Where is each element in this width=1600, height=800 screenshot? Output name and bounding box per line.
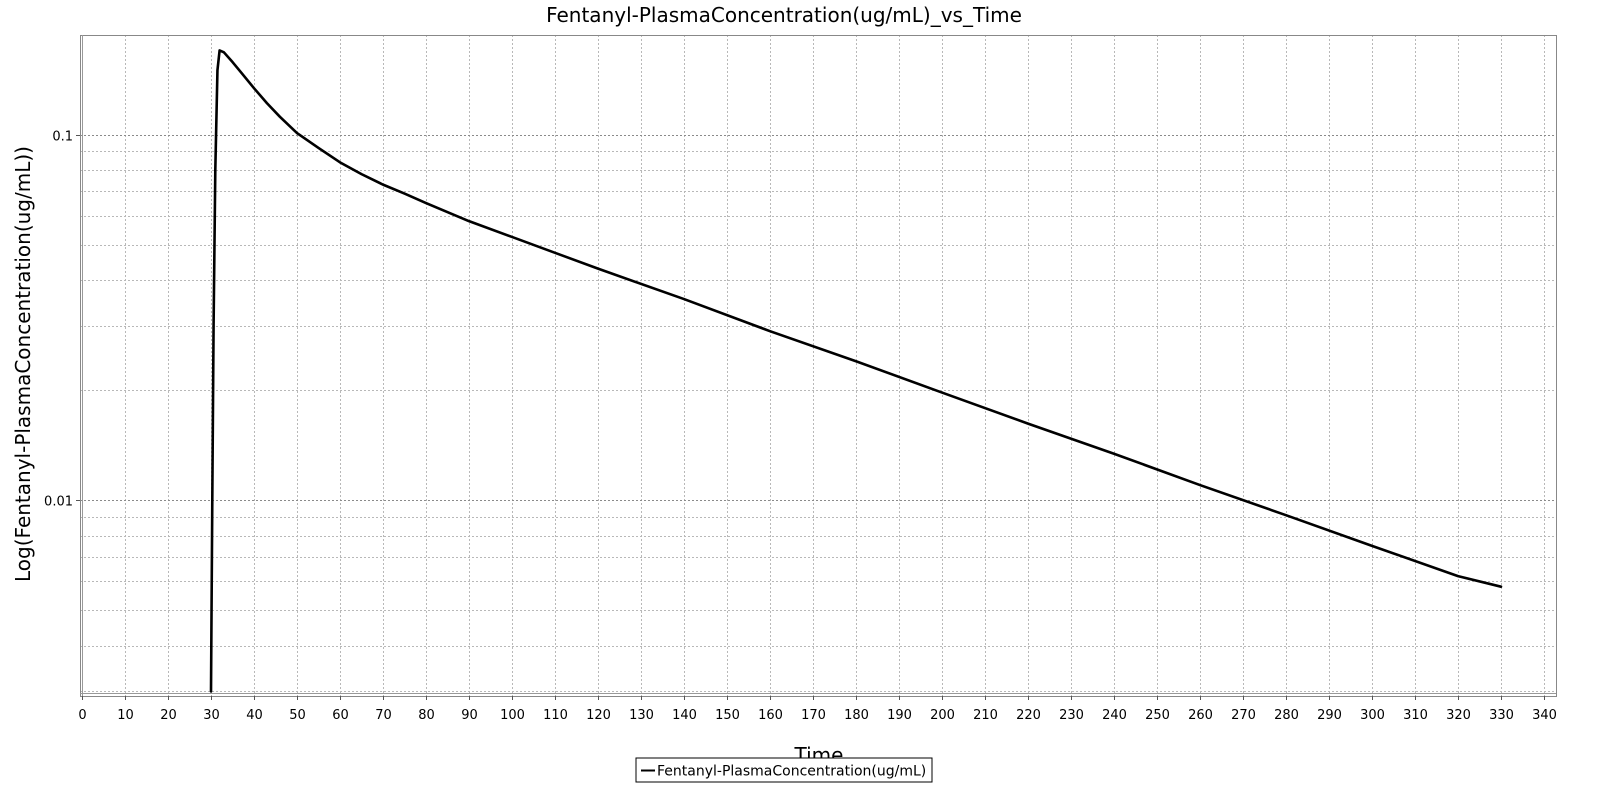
series-layer bbox=[209, 49, 1503, 693]
x-tick-label: 190 bbox=[887, 708, 912, 723]
x-tick-label: 230 bbox=[1059, 708, 1084, 723]
y-axis-ticks: 0.1 0.01 bbox=[44, 130, 80, 510]
x-tick-label: 10 bbox=[117, 708, 134, 723]
x-tick-label: 140 bbox=[672, 708, 697, 723]
x-tick-label: 20 bbox=[160, 708, 177, 723]
x-axis-ticks: 0 10 20 30 40 50 60 70 80 90 100 110 120 130 140 150 160… bbox=[78, 696, 1557, 723]
x-tick-label: 30 bbox=[203, 708, 220, 723]
x-tick-label: 340 bbox=[1532, 708, 1557, 723]
legend: Fentanyl-PlasmaConcentration(ug/mL) bbox=[635, 757, 933, 783]
x-tick-label: 330 bbox=[1489, 708, 1514, 723]
x-tick-label: 50 bbox=[289, 708, 306, 723]
y-tick-label: 0.01 bbox=[44, 495, 73, 510]
x-tick-label: 320 bbox=[1446, 708, 1471, 723]
x-tick-label: 210 bbox=[973, 708, 998, 723]
plot-frame bbox=[80, 35, 1557, 697]
series-line bbox=[209, 49, 1503, 693]
x-tick-label: 0 bbox=[78, 708, 86, 723]
x-tick-label: 60 bbox=[332, 708, 349, 723]
x-tick-label: 150 bbox=[715, 708, 740, 723]
x-tick-label: 100 bbox=[500, 708, 525, 723]
x-tick-label: 170 bbox=[801, 708, 826, 723]
chart-title: Fentanyl-PlasmaConcentration(ug/mL)_vs_T… bbox=[546, 3, 1022, 27]
x-tick-label: 300 bbox=[1360, 708, 1385, 723]
x-tick-label: 220 bbox=[1016, 708, 1041, 723]
x-tick-label: 280 bbox=[1274, 708, 1299, 723]
x-tick-label: 260 bbox=[1188, 708, 1213, 723]
x-tick-label: 250 bbox=[1145, 708, 1170, 723]
x-tick-label: 310 bbox=[1403, 708, 1428, 723]
legend-label: Fentanyl-PlasmaConcentration(ug/mL) bbox=[657, 764, 926, 780]
legend-box bbox=[635, 757, 933, 783]
x-tick-label: 160 bbox=[758, 708, 783, 723]
grid-layer bbox=[80, 35, 1556, 696]
x-tick-label: 240 bbox=[1102, 708, 1127, 723]
y-axis-title: Log(Fentanyl-PlasmaConcentration(ug/mL)) bbox=[11, 146, 35, 582]
x-tick-label: 110 bbox=[543, 708, 568, 723]
x-tick-label: 290 bbox=[1317, 708, 1342, 723]
x-tick-label: 270 bbox=[1231, 708, 1256, 723]
x-tick-label: 70 bbox=[375, 708, 392, 723]
x-tick-label: 40 bbox=[246, 708, 263, 723]
plot-border bbox=[80, 35, 1557, 697]
x-tick-label: 90 bbox=[461, 708, 478, 723]
x-tick-label: 180 bbox=[844, 708, 869, 723]
y-tick-label: 0.1 bbox=[52, 130, 73, 145]
x-tick-label: 120 bbox=[586, 708, 611, 723]
x-tick-label: 80 bbox=[418, 708, 435, 723]
x-tick-label: 130 bbox=[629, 708, 654, 723]
x-tick-label: 200 bbox=[930, 708, 955, 723]
